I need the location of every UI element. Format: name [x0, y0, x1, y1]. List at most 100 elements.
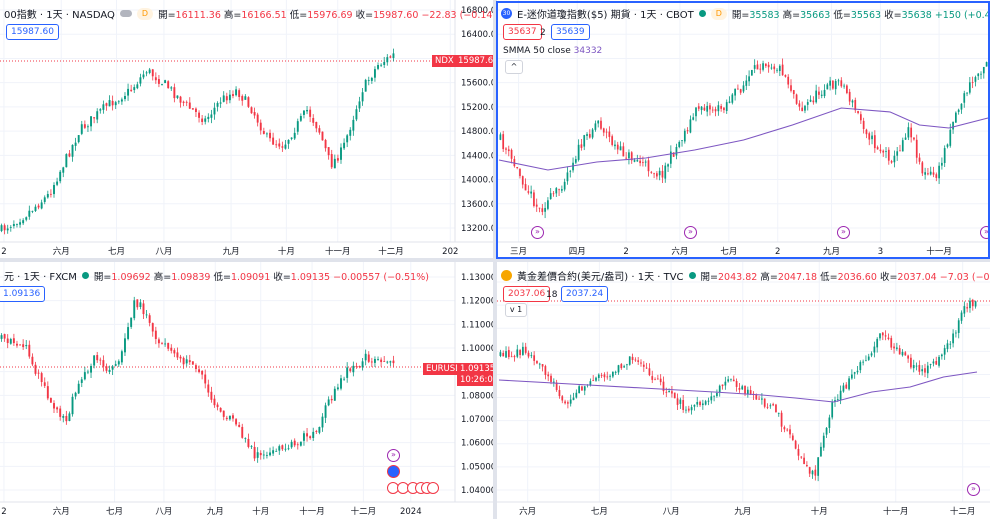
candle: [265, 133, 268, 135]
candle: [826, 84, 829, 90]
event-icon[interactable]: »: [967, 483, 980, 496]
es-ask-button[interactable]: 35639: [551, 24, 590, 40]
x-tick-label: 三月: [510, 247, 527, 257]
candle: [49, 193, 52, 195]
candle: [727, 379, 730, 382]
event-icon[interactable]: »: [837, 226, 850, 239]
nasdaq-price-badge[interactable]: 15987.60: [6, 24, 59, 40]
collapse-legend-button[interactable]: v 1: [505, 303, 527, 317]
gold-title: 黃金差價合約(美元/盎司) · 1天 · TVC: [517, 272, 684, 283]
candle: [238, 424, 241, 427]
candle: [870, 353, 873, 356]
candle: [167, 342, 170, 349]
eurusd-price-badge[interactable]: 1.09136: [0, 286, 46, 302]
candle: [695, 107, 697, 117]
economic-events-group-icon[interactable]: [387, 482, 439, 494]
pane-eurusd[interactable]: 1.130001.120001.110001.100001.090001.080…: [0, 262, 493, 519]
candle: [701, 403, 704, 406]
candle: [185, 359, 188, 364]
candle: [25, 345, 28, 347]
candle: [370, 361, 373, 363]
candle: [904, 137, 907, 140]
candle: [386, 57, 389, 63]
candle: [675, 147, 678, 156]
pane-nasdaq[interactable]: 16800.0016400.0016000.0015600.0015200.00…: [0, 0, 493, 258]
candle: [321, 131, 324, 141]
candle: [117, 101, 120, 103]
candle: [661, 170, 664, 178]
candle: [634, 359, 637, 361]
candle: [969, 300, 971, 309]
candle: [219, 102, 222, 104]
gold-bid-button[interactable]: 2037.06: [503, 286, 551, 302]
event-icon[interactable]: »: [387, 449, 400, 462]
candle: [592, 380, 595, 382]
candle: [34, 364, 37, 374]
candle: [790, 85, 792, 91]
y-tick-label: 13200.00: [461, 224, 493, 234]
candle: [974, 301, 977, 307]
candle: [352, 365, 355, 373]
candle: [787, 76, 790, 85]
candle: [778, 65, 781, 71]
visibility-toggle-icon[interactable]: [119, 10, 132, 17]
candle: [287, 448, 290, 450]
candle: [244, 438, 247, 440]
candle: [343, 378, 346, 380]
market-open-icon: [81, 272, 89, 279]
candle: [898, 348, 901, 355]
pane-gold[interactable]: 六月 七月 八月 九月 十月 十一月 十二月 黃金差價合約(美元/盎司) · 1天 · TV…: [497, 262, 990, 519]
candle: [284, 448, 287, 450]
candle: [686, 130, 689, 132]
pane-es[interactable]: 三月 四月 2 六月 七月 2 九月 3 十一月 30 E-迷你道瓊指數($5) 期貨 · 1天…: [497, 0, 990, 258]
candle: [544, 366, 547, 375]
gold-ask-button[interactable]: 2037.24: [561, 286, 609, 302]
candle: [65, 154, 68, 168]
nasdaq-chart[interactable]: 16800.0016400.0016000.0015600.0015200.00…: [0, 0, 493, 258]
candle: [74, 142, 77, 146]
event-icon[interactable]: »: [980, 226, 990, 239]
candle: [776, 69, 778, 71]
eurusd-title: 元 · 1天 · FXCM: [4, 272, 77, 283]
candle: [111, 366, 114, 370]
event-icon[interactable]: »: [531, 226, 544, 239]
y-tick-label: 16400.00: [461, 30, 493, 40]
candle: [225, 417, 228, 420]
candle: [524, 184, 527, 191]
gold-chart[interactable]: 六月 七月 八月 九月 十月 十一月 十二月: [497, 262, 990, 519]
candle: [293, 440, 296, 446]
y-tick-label: 14000.00: [461, 176, 493, 186]
candle: [862, 120, 865, 129]
candle: [658, 170, 661, 176]
candle: [154, 330, 157, 340]
candle: [921, 162, 924, 174]
es-bid-button[interactable]: 35637: [503, 24, 542, 40]
event-icon[interactable]: »: [684, 226, 697, 239]
candle: [370, 77, 373, 81]
candle: [812, 100, 815, 103]
candle: [865, 360, 867, 362]
candle: [642, 162, 644, 164]
candle: [915, 365, 918, 367]
candle: [801, 107, 804, 112]
candle: [290, 137, 293, 139]
collapse-legend-button[interactable]: ^: [505, 60, 523, 74]
eurusd-chart[interactable]: 1.130001.120001.110001.100001.090001.080…: [0, 262, 493, 519]
candle: [176, 95, 179, 98]
candle: [346, 367, 349, 378]
candle: [139, 77, 142, 84]
candle: [185, 101, 188, 103]
horizontal-splitter[interactable]: [0, 258, 990, 262]
candle: [714, 109, 717, 112]
candle: [749, 390, 752, 394]
x-tick-label: 十二月: [378, 246, 404, 257]
candle: [502, 352, 505, 357]
candle: [823, 89, 826, 97]
es-chart[interactable]: 三月 四月 2 六月 七月 2 九月 3 十一月: [497, 0, 990, 258]
candle: [259, 452, 262, 456]
candle: [718, 385, 721, 393]
candle: [213, 107, 216, 115]
economic-event-icon[interactable]: [387, 465, 400, 478]
candle: [766, 406, 769, 408]
candle: [831, 402, 834, 418]
